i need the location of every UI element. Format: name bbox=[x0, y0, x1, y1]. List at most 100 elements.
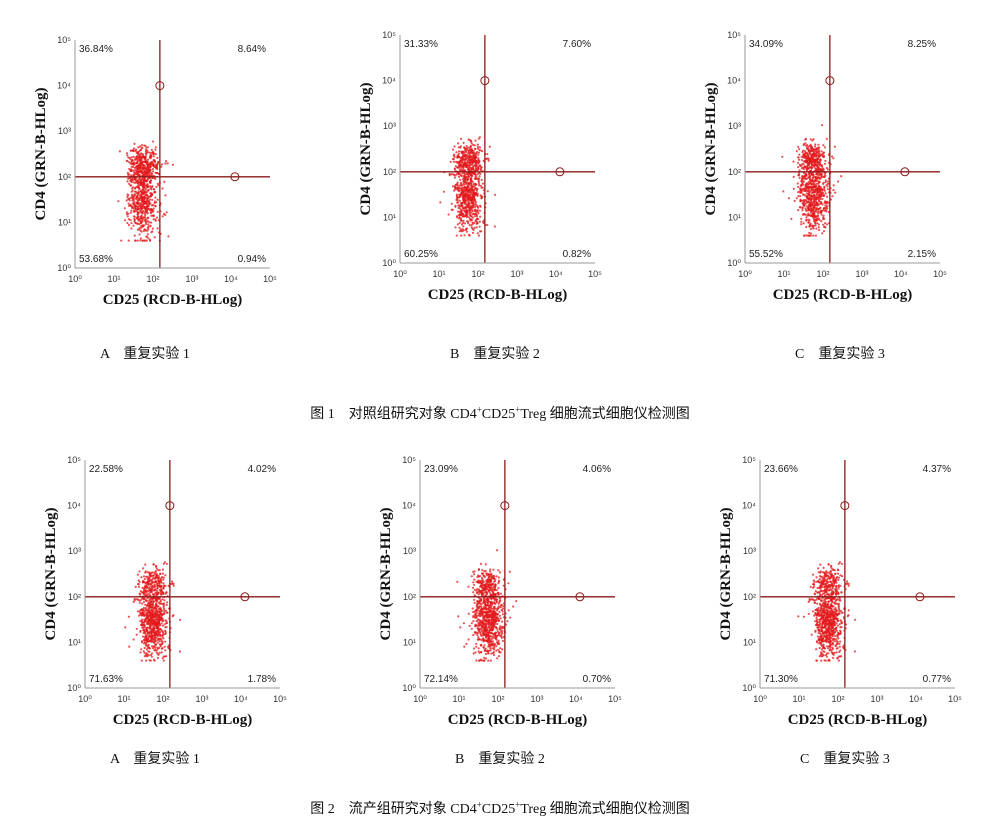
event-dot bbox=[457, 204, 460, 207]
event-dot bbox=[146, 146, 149, 149]
event-dot bbox=[487, 574, 490, 577]
event-dot bbox=[821, 182, 825, 185]
event-dot bbox=[456, 172, 459, 175]
event-dot bbox=[800, 158, 803, 162]
event-dot bbox=[475, 589, 478, 592]
event-dot bbox=[838, 561, 841, 564]
event-dot bbox=[813, 201, 816, 204]
event-dot bbox=[133, 172, 137, 175]
event-dot bbox=[808, 192, 811, 195]
event-dot bbox=[139, 239, 142, 242]
event-dot bbox=[490, 598, 493, 601]
event-dot bbox=[831, 155, 834, 158]
event-dot bbox=[151, 167, 154, 171]
event-dot bbox=[826, 182, 830, 185]
x-tick-label: 10³ bbox=[185, 274, 198, 284]
event-dot bbox=[165, 160, 168, 163]
event-dot bbox=[142, 155, 145, 159]
event-dot bbox=[802, 189, 805, 192]
event-dot bbox=[151, 578, 154, 581]
event-dot bbox=[491, 626, 495, 629]
event-dot bbox=[133, 197, 136, 200]
y-tick-label: 10⁵ bbox=[382, 30, 396, 40]
event-dot bbox=[490, 640, 493, 643]
event-dot bbox=[462, 180, 465, 183]
event-dot bbox=[477, 180, 480, 183]
event-dot bbox=[808, 597, 811, 601]
event-dot bbox=[499, 617, 502, 620]
event-dot bbox=[806, 154, 809, 157]
event-dot bbox=[140, 196, 143, 199]
event-dot bbox=[146, 614, 149, 617]
event-dot bbox=[461, 184, 464, 187]
event-dot bbox=[815, 173, 818, 176]
x-tick-label: 10¹ bbox=[117, 694, 130, 704]
event-dot bbox=[151, 602, 154, 606]
event-dot bbox=[474, 155, 478, 158]
event-dot bbox=[144, 608, 147, 611]
event-dot bbox=[155, 607, 158, 610]
event-dot bbox=[127, 156, 130, 159]
event-dot bbox=[454, 188, 457, 191]
quadrant-lr-percent: 0.82% bbox=[563, 249, 591, 260]
event-dot bbox=[478, 136, 481, 139]
event-dot bbox=[159, 606, 162, 610]
event-dot bbox=[467, 205, 470, 208]
event-dot bbox=[824, 159, 827, 162]
event-dot bbox=[809, 181, 812, 184]
event-dot bbox=[803, 213, 806, 216]
event-dot bbox=[465, 220, 469, 223]
event-dot bbox=[147, 208, 150, 211]
event-dot bbox=[151, 227, 154, 230]
event-dot bbox=[812, 208, 815, 211]
event-dot bbox=[477, 234, 480, 237]
event-dot bbox=[460, 234, 463, 237]
event-dot bbox=[158, 627, 162, 631]
event-dot bbox=[814, 185, 817, 188]
event-dot bbox=[487, 652, 490, 655]
event-dot bbox=[496, 628, 499, 631]
event-dot bbox=[489, 605, 492, 608]
event-dot bbox=[798, 148, 801, 151]
event-dot bbox=[129, 211, 132, 214]
event-dot bbox=[809, 166, 812, 169]
event-dot bbox=[150, 600, 153, 603]
event-dot bbox=[802, 143, 805, 147]
event-dot bbox=[140, 648, 143, 651]
event-dot bbox=[152, 563, 155, 566]
event-dot bbox=[161, 602, 164, 606]
event-dot bbox=[157, 639, 160, 642]
event-dot bbox=[132, 177, 135, 180]
event-dot bbox=[131, 196, 134, 200]
event-dot bbox=[160, 593, 163, 596]
event-dot bbox=[455, 151, 458, 154]
event-dot bbox=[159, 630, 162, 634]
event-dot bbox=[492, 594, 495, 597]
event-dot bbox=[133, 142, 136, 145]
event-dot bbox=[136, 215, 139, 218]
event-dot bbox=[141, 641, 144, 644]
event-dot bbox=[132, 149, 135, 152]
event-dot bbox=[148, 613, 151, 616]
event-dot bbox=[476, 222, 479, 225]
x-tick-label: 10² bbox=[816, 269, 829, 279]
event-dot bbox=[826, 168, 829, 171]
event-dot bbox=[490, 643, 493, 647]
event-dot bbox=[457, 201, 460, 204]
event-dot bbox=[151, 214, 154, 217]
x-axis-label: CD25 (RCD-B-HLog) bbox=[773, 287, 913, 303]
event-dot bbox=[147, 581, 150, 584]
event-dot bbox=[154, 643, 157, 646]
event-dot bbox=[808, 185, 811, 188]
event-dot bbox=[162, 655, 165, 658]
event-dot bbox=[140, 205, 143, 209]
event-dot bbox=[473, 172, 476, 175]
event-dot bbox=[471, 180, 474, 183]
event-dot bbox=[493, 633, 496, 636]
event-dot bbox=[163, 599, 166, 602]
event-dot bbox=[463, 158, 466, 162]
event-dot bbox=[460, 213, 463, 216]
quadrant-ur-percent: 8.64% bbox=[238, 44, 266, 55]
event-dot bbox=[144, 169, 147, 173]
event-dot bbox=[476, 611, 479, 614]
